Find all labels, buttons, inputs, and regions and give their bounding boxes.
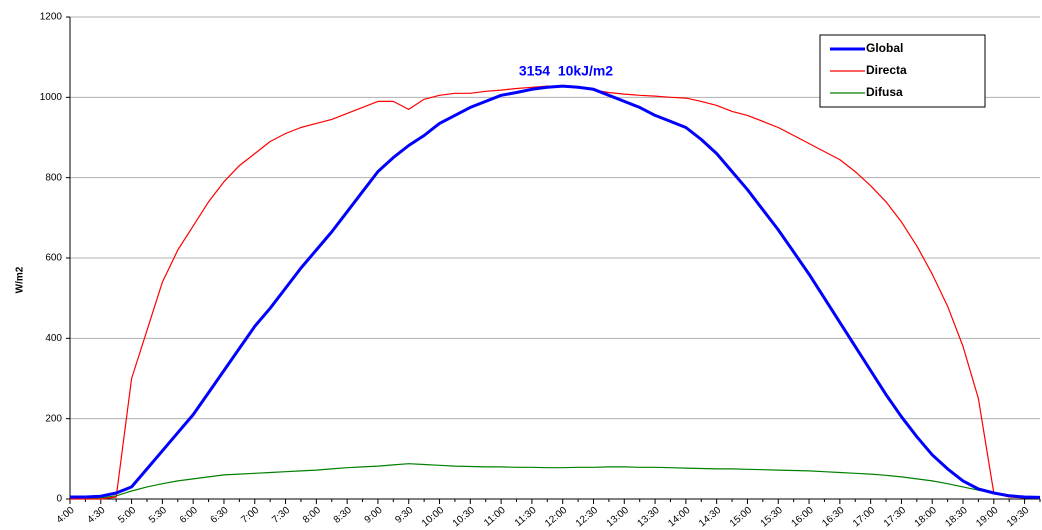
x-tick-label: 5:00 <box>116 505 138 526</box>
annotation: 3154 10kJ/m2 <box>519 63 613 79</box>
x-tick-label: 16:00 <box>789 505 816 530</box>
x-tick-label: 11:00 <box>482 505 508 529</box>
x-tick-label: 8:00 <box>301 505 323 526</box>
legend-label: Global <box>866 41 903 55</box>
y-tick-label: 400 <box>45 333 62 344</box>
legend-label: Directa <box>866 63 907 77</box>
x-tick-label: 6:30 <box>209 505 231 526</box>
legend-label: Difusa <box>866 85 903 99</box>
series-line <box>70 463 1041 499</box>
x-tick-label: 4:00 <box>55 505 77 526</box>
x-tick-label: 11:30 <box>513 505 539 529</box>
y-tick-label: 600 <box>45 253 62 264</box>
y-tick-label: 1000 <box>40 92 63 103</box>
y-axis-label: W/m2 <box>15 266 26 293</box>
x-tick-label: 15:00 <box>728 505 755 530</box>
series-line <box>70 85 1041 500</box>
x-tick-label: 12:30 <box>574 505 601 530</box>
x-tick-label: 6:00 <box>178 505 200 526</box>
x-tick-label: 18:00 <box>913 505 940 530</box>
y-tick-label: 1200 <box>40 12 63 23</box>
x-tick-label: 7:30 <box>270 505 292 526</box>
x-tick-label: 15:30 <box>759 505 786 530</box>
x-tick-label: 17:30 <box>882 505 909 530</box>
y-tick-label: 0 <box>56 494 62 505</box>
x-tick-label: 16:30 <box>820 505 847 530</box>
x-tick-label: 13:30 <box>635 505 662 530</box>
x-tick-label: 14:30 <box>697 505 724 530</box>
x-tick-label: 7:00 <box>239 505 261 526</box>
x-tick-label: 13:00 <box>605 505 632 530</box>
series-line <box>70 84 1041 499</box>
x-tick-label: 9:00 <box>363 505 385 526</box>
x-tick-label: 9:30 <box>393 505 415 526</box>
x-tick-label: 12:00 <box>543 505 570 530</box>
x-tick-label: 8:30 <box>332 505 354 526</box>
y-tick-label: 200 <box>45 413 62 424</box>
y-tick-label: 800 <box>45 172 62 183</box>
x-tick-label: 18:30 <box>943 505 970 530</box>
x-tick-label: 14:00 <box>666 505 693 530</box>
x-tick-label: 10:00 <box>420 505 447 530</box>
x-tick-label: 19:30 <box>1005 505 1032 530</box>
x-tick-label: 19:00 <box>974 505 1001 530</box>
x-tick-label: 5:30 <box>147 505 169 526</box>
x-tick-label: 4:30 <box>85 505 107 526</box>
x-tick-label: 10:30 <box>451 505 478 530</box>
x-tick-label: 17:00 <box>851 505 878 530</box>
